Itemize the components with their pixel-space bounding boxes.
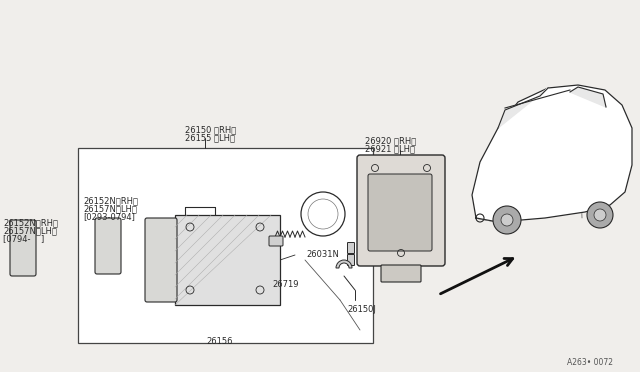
FancyBboxPatch shape (269, 236, 283, 246)
FancyBboxPatch shape (175, 215, 280, 305)
FancyBboxPatch shape (368, 174, 432, 251)
FancyBboxPatch shape (10, 220, 36, 276)
Text: A263• 0072: A263• 0072 (567, 358, 613, 367)
Circle shape (493, 206, 521, 234)
Text: [0293-0794]: [0293-0794] (83, 212, 135, 221)
Text: [0794-    ]: [0794- ] (3, 234, 44, 243)
Text: 26157N（LH）: 26157N（LH） (83, 204, 137, 213)
FancyBboxPatch shape (145, 218, 177, 302)
Text: 26920 （RH）: 26920 （RH） (365, 136, 416, 145)
Polygon shape (498, 88, 548, 128)
Text: 26921 （LH）: 26921 （LH） (365, 144, 415, 153)
Text: 26156: 26156 (207, 337, 233, 346)
FancyBboxPatch shape (348, 243, 355, 253)
Text: 26155 （LH）: 26155 （LH） (185, 133, 235, 142)
Wedge shape (336, 260, 352, 268)
Text: 26150 （RH）: 26150 （RH） (185, 125, 236, 134)
FancyBboxPatch shape (381, 265, 421, 282)
Polygon shape (570, 87, 606, 107)
Circle shape (501, 214, 513, 226)
Text: 26031N: 26031N (306, 250, 339, 259)
FancyBboxPatch shape (357, 155, 445, 266)
Text: 26152N（RH）: 26152N（RH） (3, 218, 58, 227)
Polygon shape (472, 85, 632, 222)
Bar (78, 148, 373, 343)
Text: 26152N（RH）: 26152N（RH） (83, 196, 138, 205)
Circle shape (587, 202, 613, 228)
Text: 26157N（LH）: 26157N（LH） (3, 226, 57, 235)
FancyBboxPatch shape (348, 254, 355, 266)
FancyBboxPatch shape (95, 218, 121, 274)
Text: 26719: 26719 (272, 280, 298, 289)
Circle shape (594, 209, 606, 221)
Text: 26150J: 26150J (347, 305, 376, 314)
